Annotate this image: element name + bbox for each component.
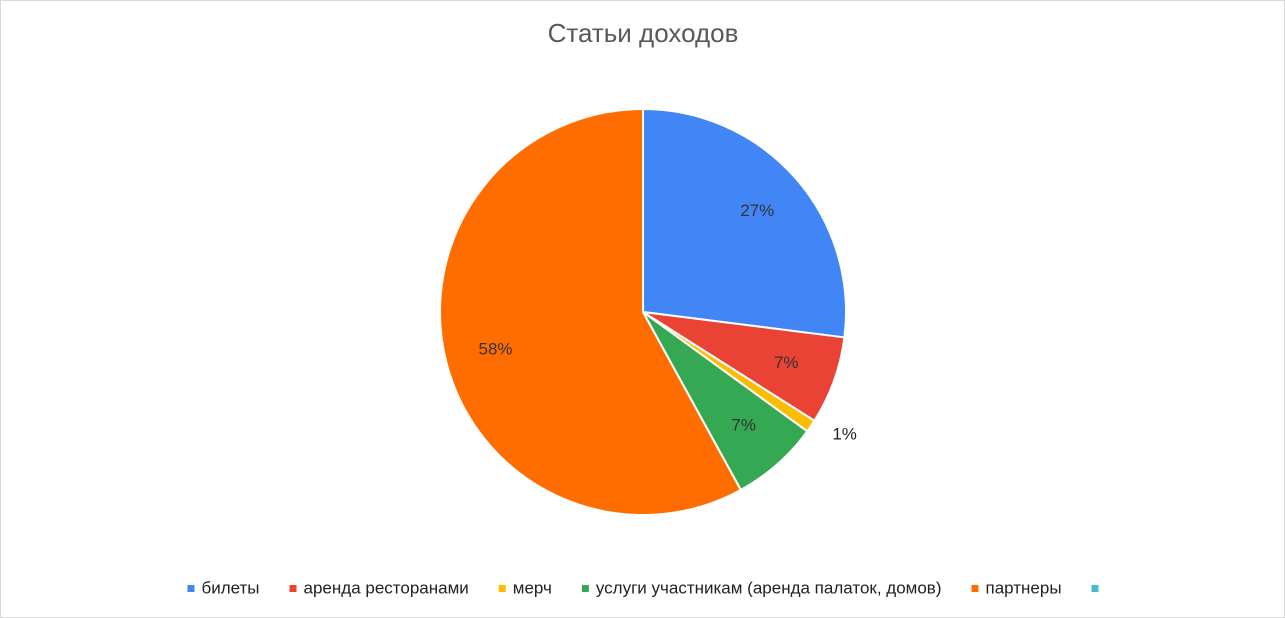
legend-marker bbox=[1091, 585, 1099, 592]
legend-marker bbox=[187, 585, 195, 592]
pie-slice bbox=[439, 107, 743, 516]
pie-slice bbox=[642, 107, 847, 339]
chart-title: Статьи доходов bbox=[548, 18, 739, 48]
legend-label: услуги участникам (аренда палаток, домов… bbox=[596, 578, 942, 597]
legend-label: билеты bbox=[201, 578, 259, 597]
legend-label: мерч bbox=[513, 578, 552, 597]
data-label: 1% bbox=[832, 425, 857, 444]
data-label: 7% bbox=[774, 353, 799, 372]
legend-label: аренда ресторанами bbox=[304, 578, 469, 597]
legend-label: партнеры bbox=[985, 578, 1061, 597]
data-label: 27% bbox=[740, 201, 774, 220]
legend-marker bbox=[498, 585, 506, 592]
legend-marker bbox=[581, 585, 589, 592]
data-label: 7% bbox=[731, 416, 756, 435]
legend: билеты аренда ресторанами мерч услуги участ… bbox=[187, 578, 1099, 597]
legend-marker bbox=[289, 585, 297, 592]
data-label: 58% bbox=[479, 339, 513, 358]
legend-marker bbox=[971, 585, 979, 592]
